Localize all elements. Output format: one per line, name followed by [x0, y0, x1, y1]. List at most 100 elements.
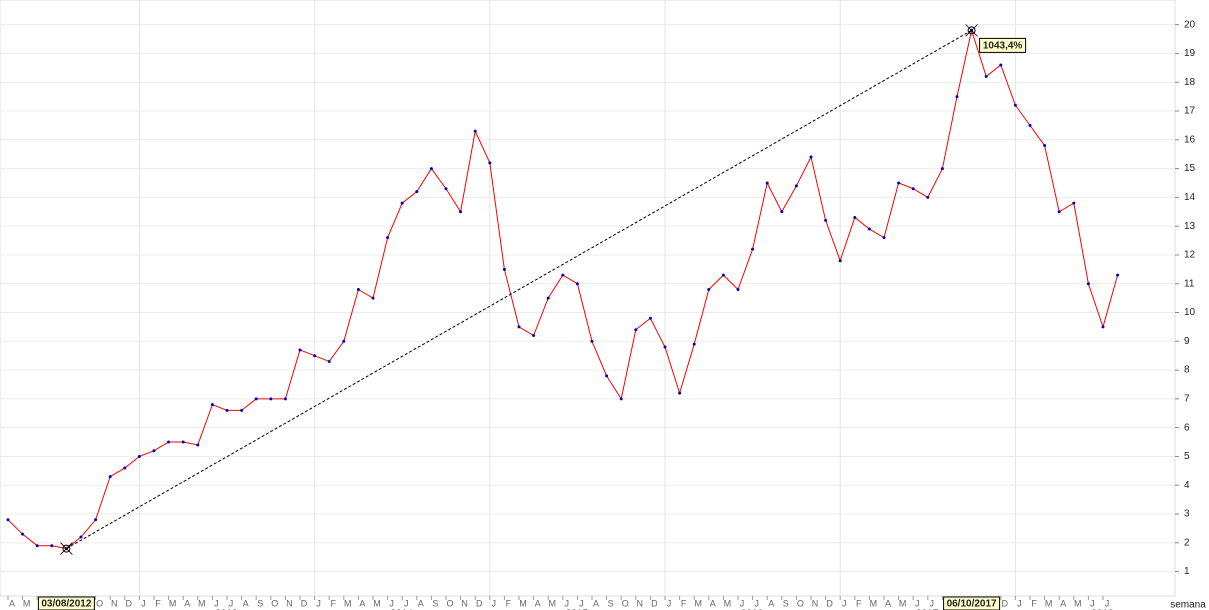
x-tick-label: F: [330, 598, 336, 608]
x-tick-label: D: [126, 598, 133, 608]
x-tick-label: M: [198, 598, 206, 608]
date-box: [943, 596, 1001, 610]
x-tick-label: M: [694, 598, 702, 608]
x-tick-label: S: [432, 598, 438, 608]
y-tick-label: 6: [1184, 422, 1190, 433]
x-tick-label: D: [301, 598, 308, 608]
y-tick-label: 8: [1184, 365, 1190, 376]
anchor-cross: [965, 24, 978, 37]
point: [575, 282, 579, 286]
x-tick-label: J: [842, 598, 847, 608]
x-tick-label: J: [915, 598, 920, 608]
point: [225, 408, 229, 412]
point: [794, 184, 798, 188]
point: [473, 129, 477, 133]
point: [867, 227, 871, 231]
x-tick-label: J: [214, 598, 219, 608]
x-tick-label: J: [930, 598, 935, 608]
point: [298, 348, 302, 352]
point: [254, 397, 258, 401]
point: [167, 440, 171, 444]
point: [692, 342, 696, 346]
x-tick-label: A: [184, 598, 190, 608]
point: [824, 218, 828, 222]
x-tick-label: J: [316, 598, 321, 608]
x-tick-label: J: [1017, 598, 1022, 608]
point: [240, 408, 244, 412]
point: [21, 532, 25, 536]
x-tick-label: M: [899, 598, 907, 608]
point: [108, 475, 112, 479]
point: [415, 190, 419, 194]
point: [926, 195, 930, 199]
point: [780, 210, 784, 214]
point: [269, 397, 273, 401]
x-tick-label: O: [797, 598, 804, 608]
x-tick-label: J: [579, 598, 584, 608]
x-tick-label: J: [141, 598, 146, 608]
point: [751, 247, 755, 251]
x-tick-label: A: [9, 598, 15, 608]
point: [123, 466, 127, 470]
y-tick-label: 17: [1184, 106, 1196, 117]
x-tick-label: F: [681, 598, 687, 608]
y-tick-label: 15: [1184, 163, 1196, 174]
y-tick-label: 20: [1184, 19, 1196, 30]
x-tick-label: F: [856, 598, 862, 608]
point: [546, 296, 550, 300]
y-tick-label: 12: [1184, 250, 1196, 261]
x-tick-label: M: [724, 598, 732, 608]
x-tick-label: M: [870, 598, 878, 608]
point: [196, 443, 200, 447]
x-tick-label: D: [826, 598, 833, 608]
point: [1116, 273, 1120, 277]
y-tick-label: 7: [1184, 394, 1190, 405]
point: [853, 216, 857, 220]
y-tick-label: 1: [1184, 566, 1190, 577]
year-label: 2018: [1091, 609, 1114, 610]
point: [1013, 103, 1017, 107]
point: [386, 236, 390, 240]
x-tick-label: J: [565, 598, 570, 608]
x-tick-label: O: [446, 598, 453, 608]
year-label: 2017: [916, 609, 939, 610]
point: [1086, 282, 1090, 286]
x-tick-label: O: [96, 598, 103, 608]
date-box: [37, 596, 95, 610]
x-tick-label: D: [1002, 598, 1009, 608]
x-tick-label: J: [667, 598, 672, 608]
point: [181, 440, 185, 444]
y-tick-label: 14: [1184, 192, 1196, 203]
year-label: 2016: [741, 609, 764, 610]
point: [736, 287, 740, 291]
date-label: 06/10/2017: [947, 599, 997, 610]
point: [283, 397, 287, 401]
y-tick-label: 13: [1184, 221, 1196, 232]
x-tick-label: A: [418, 598, 424, 608]
x-tick-label: F: [155, 598, 161, 608]
point: [561, 273, 565, 277]
x-tick-label: A: [1060, 598, 1066, 608]
year-label: 2013: [215, 609, 238, 610]
point: [459, 210, 463, 214]
point: [634, 328, 638, 332]
x-tick-label: N: [637, 598, 644, 608]
point: [502, 267, 506, 271]
x-tick-label: J: [754, 598, 759, 608]
x-tick-label: O: [271, 598, 278, 608]
y-tick-label: 18: [1184, 77, 1196, 88]
x-tick-label: J: [492, 598, 497, 608]
point: [1101, 325, 1105, 329]
point: [488, 161, 492, 165]
x-tick-label: A: [710, 598, 716, 608]
x-tick-label: M: [548, 598, 556, 608]
x-tick-label: M: [344, 598, 352, 608]
point: [984, 74, 988, 78]
point: [532, 334, 536, 338]
point: [327, 359, 331, 363]
y-tick-label: 16: [1184, 134, 1196, 145]
point: [313, 354, 317, 358]
point: [94, 518, 98, 522]
x-tick-label: J: [404, 598, 409, 608]
